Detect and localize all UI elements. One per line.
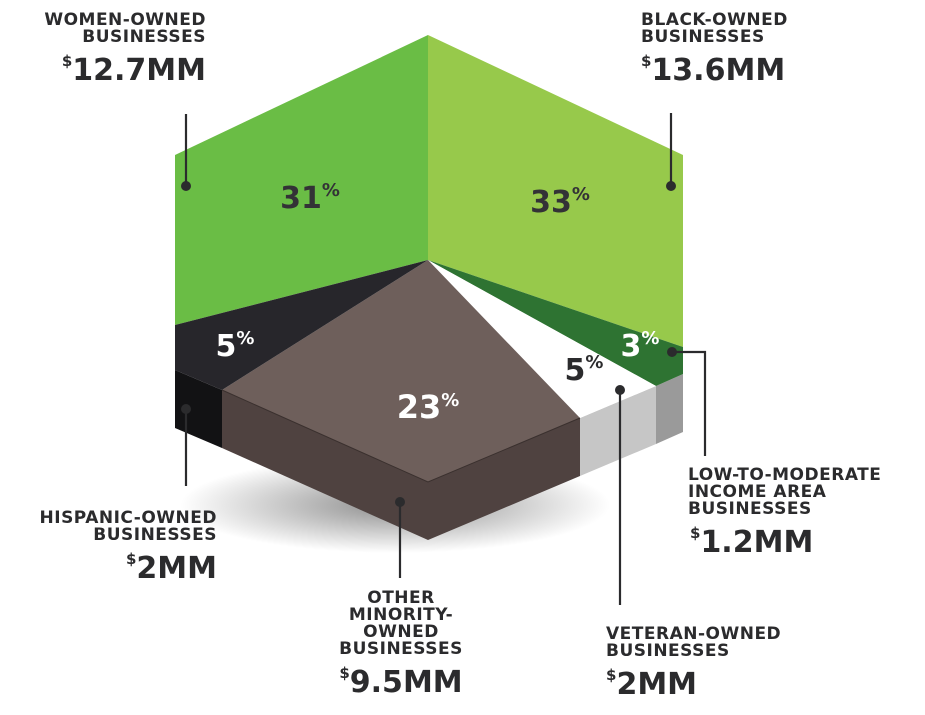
leader-lmi <box>672 350 707 456</box>
edge-other <box>221 389 581 483</box>
label-black: BLACK-OWNED BUSINESSES $13.6MM <box>641 10 788 88</box>
top-lmi <box>428 260 683 386</box>
label-hispanic: HISPANIC-OWNED BUSINESSES $2MM <box>39 508 217 586</box>
pct-women: 31% <box>280 180 340 216</box>
top-women <box>175 35 428 325</box>
dot-other <box>395 497 405 507</box>
top-black <box>428 35 683 347</box>
pct-lmi: 3% <box>621 328 660 364</box>
label-other: OTHER MINORITY-OWNED BUSINESSES $9.5MM <box>339 588 463 700</box>
top-veteran <box>428 260 656 418</box>
dot-black <box>666 181 676 191</box>
top-hispanic <box>175 260 428 390</box>
dot-veteran <box>615 385 625 395</box>
side-lmi <box>656 374 683 444</box>
label-lmi: LOW-TO-MODERATE INCOME AREA BUSINESSES $… <box>688 465 882 560</box>
dot-lmi <box>667 347 677 357</box>
side-veteran <box>580 386 656 476</box>
label-veteran: VETERAN-OWNED BUSINESSES $2MM <box>606 624 782 702</box>
pct-other: 23% <box>397 388 460 426</box>
pct-hispanic: 5% <box>216 328 255 364</box>
top-other <box>222 260 580 482</box>
dot-women <box>181 181 191 191</box>
pct-black: 33% <box>530 184 590 220</box>
side-other-right <box>428 418 580 540</box>
label-women: WOMEN-OWNED BUSINESSES $12.7MM <box>44 10 206 88</box>
pct-veteran: 5% <box>565 352 604 388</box>
dot-hispanic <box>181 404 191 414</box>
side-other-left <box>222 390 428 540</box>
